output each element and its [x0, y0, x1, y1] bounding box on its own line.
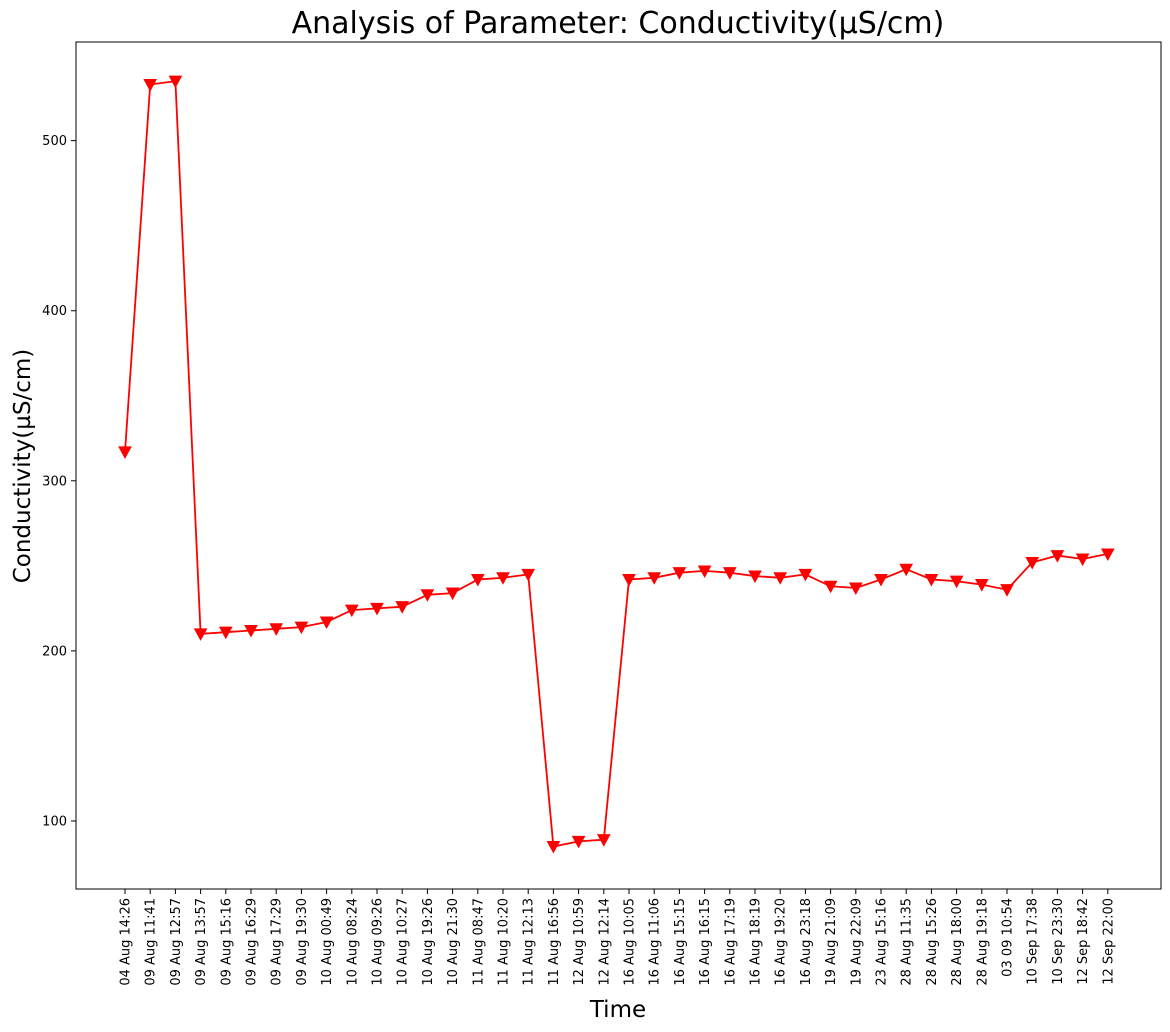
data-point-marker — [899, 563, 914, 577]
x-tick-label: 16 Aug 18:19 — [749, 898, 764, 986]
data-point-marker — [546, 840, 561, 854]
data-point-marker — [798, 568, 813, 582]
data-point-marker — [143, 79, 158, 92]
data-point-marker — [118, 446, 132, 459]
x-tick-label: 09 Aug 15:16 — [219, 898, 234, 986]
x-tick-label: 09 Aug 16:29 — [245, 898, 260, 986]
x-tick-label: 16 Aug 17:19 — [723, 898, 738, 986]
x-tick-label: 28 Aug 11:35 — [900, 898, 915, 986]
x-tick-label: 12 Sep 22:00 — [1101, 898, 1116, 985]
x-tick-label: 09 Aug 13:57 — [194, 898, 209, 986]
data-point-marker — [974, 579, 989, 592]
x-tick-label: 09 Aug 17:29 — [270, 898, 285, 986]
x-tick-label: 16 Aug 23:18 — [799, 898, 814, 986]
x-axis-label: Time — [589, 997, 646, 1023]
chart-title: Analysis of Parameter: Conductivity(µS/c… — [292, 6, 945, 41]
x-tick-label: 16 Aug 10:05 — [623, 898, 638, 986]
y-tick-label: 500 — [42, 134, 67, 149]
data-point-marker — [244, 624, 258, 638]
data-point-marker — [722, 567, 737, 580]
data-point-marker — [1000, 584, 1014, 597]
data-point-marker — [1075, 553, 1090, 567]
x-tick-label: 10 Aug 19:26 — [421, 898, 436, 986]
data-point-marker — [647, 572, 662, 585]
x-tick-label: 28 Aug 18:00 — [950, 898, 965, 986]
data-point-marker — [1025, 556, 1040, 570]
data-point-marker — [949, 575, 964, 589]
data-point-marker — [521, 568, 536, 582]
data-point-marker — [1050, 550, 1065, 563]
data-point-marker — [924, 573, 939, 587]
x-tick-label: 11 Aug 16:56 — [547, 898, 562, 986]
data-point-marker — [823, 580, 838, 594]
plot-area: 100 200 300 400 500 04 Aug 14:26 09 Aug 11:41 0… — [42, 75, 1116, 986]
y-tick-label: 400 — [42, 304, 67, 319]
y-axis-label: Conductivity(µS/cm) — [10, 349, 36, 584]
x-tick-label: 19 Aug 21:09 — [824, 898, 839, 986]
x-tick-label: 10 Sep 17:38 — [1026, 898, 1041, 985]
x-tick-label: 12 Sep 18:42 — [1076, 898, 1091, 985]
data-point-marker — [697, 565, 712, 578]
y-tick-label: 200 — [42, 644, 67, 659]
data-point-marker — [596, 834, 611, 847]
data-point-marker — [445, 587, 460, 601]
x-tick-label: 10 Aug 09:26 — [371, 898, 386, 986]
x-tick-label: 16 Aug 19:20 — [774, 898, 789, 986]
x-tick-label: 11 Aug 12:13 — [522, 898, 537, 986]
x-tick-label: 16 Aug 11:06 — [648, 898, 663, 986]
data-point-marker — [344, 604, 359, 618]
data-point-marker — [470, 573, 485, 587]
axes-frame — [75, 41, 1162, 890]
data-point-marker — [269, 623, 284, 636]
data-point-marker — [1100, 548, 1115, 561]
y-tick-label: 100 — [42, 814, 67, 829]
data-point-marker — [218, 626, 233, 640]
data-point-marker — [496, 572, 510, 585]
x-tick-label: 03 09 10:54 — [1001, 898, 1016, 977]
data-point-marker — [874, 573, 888, 587]
data-point-marker — [193, 628, 208, 641]
data-point-marker — [622, 573, 636, 587]
x-tick-label: 10 Sep 23:30 — [1051, 898, 1066, 985]
x-tick-label: 12 Aug 12:14 — [597, 898, 612, 986]
x-tick-label: 10 Aug 08:24 — [345, 898, 360, 986]
data-point-marker — [773, 572, 788, 585]
x-tick-label: 16 Aug 15:15 — [673, 898, 688, 986]
x-tick-label: 28 Aug 15:26 — [925, 898, 940, 986]
data-point-marker — [571, 835, 586, 849]
x-tick-label: 10 Aug 10:27 — [396, 898, 411, 986]
x-tick-label: 11 Aug 08:47 — [471, 898, 486, 986]
x-tick-label: 28 Aug 19:18 — [975, 898, 990, 986]
x-tick-label: 12 Aug 10:59 — [572, 898, 587, 986]
data-point-marker — [294, 621, 309, 635]
x-tick-label: 16 Aug 16:15 — [698, 898, 713, 986]
x-tick-label: 09 Aug 19:30 — [295, 898, 310, 986]
x-tick-label: 04 Aug 14:26 — [119, 898, 134, 986]
x-tick-label: 19 Aug 22:09 — [849, 898, 864, 986]
x-tick-label: 09 Aug 11:41 — [144, 898, 159, 986]
data-point-marker — [370, 602, 384, 616]
x-tick-label: 10 Aug 00:49 — [320, 898, 335, 986]
data-point-marker — [395, 601, 410, 614]
x-tick-label: 11 Aug 10:20 — [497, 898, 512, 986]
x-tick-label: 23 Aug 15:16 — [875, 898, 890, 986]
data-point-marker — [168, 75, 183, 89]
data-point-marker — [420, 589, 435, 602]
data-point-marker — [319, 616, 334, 630]
data-point-marker — [672, 567, 687, 580]
y-tick-label: 300 — [42, 474, 67, 489]
data-point-marker — [748, 570, 762, 584]
x-tick-label: 10 Aug 21:30 — [446, 898, 461, 986]
x-tick-label: 09 Aug 12:57 — [169, 898, 184, 986]
data-point-marker — [848, 582, 863, 596]
series-line — [124, 80, 1108, 848]
